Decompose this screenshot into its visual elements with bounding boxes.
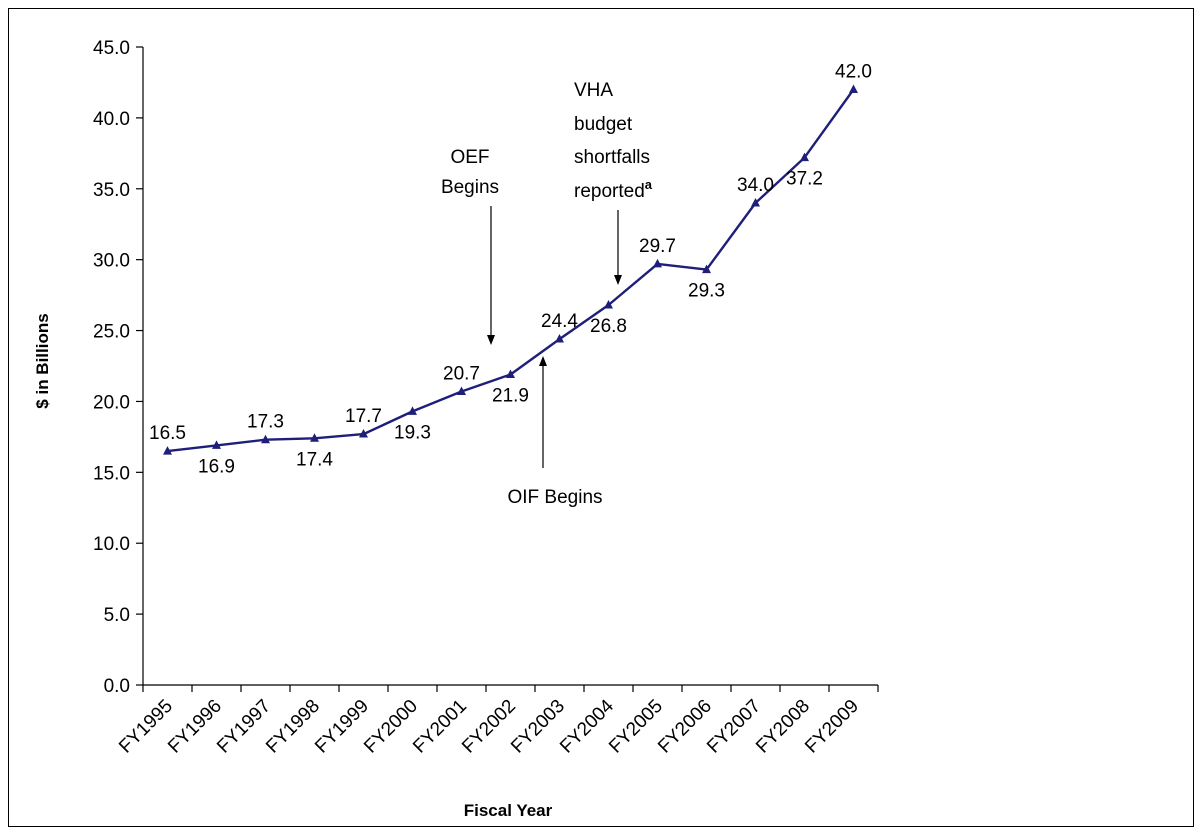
x-tick-label: FY2008 [752,696,814,758]
data-label: 34.0 [737,175,774,196]
data-point-marker [212,440,221,449]
x-tick-label: FY1995 [115,696,177,758]
x-axis-title: Fiscal Year [464,801,553,820]
annotation-oef-arrow-head [487,335,495,345]
data-point-marker [163,446,172,455]
y-tick-label: 5.0 [104,605,130,626]
data-label: 29.7 [639,236,676,257]
data-label: 42.0 [835,62,872,83]
y-tick-label: 15.0 [93,463,130,484]
data-labels-group: 16.5 16.9 17.3 17.4 17.7 19.3 20.7 21.9 24.4 26.8… [149,62,872,478]
y-tick-label: 20.0 [93,392,130,413]
data-point-marker [849,84,858,94]
y-tick-label: 10.0 [93,534,130,555]
data-label: 16.9 [198,456,235,477]
data-point-marker [261,434,270,444]
annotation-vha-text: VHA [574,80,613,101]
data-point-marker [751,197,760,207]
data-point-marker [408,406,417,415]
data-point-marker [457,386,466,396]
annotation-vha-arrow-head [614,275,622,285]
data-point-marker [653,258,662,268]
data-label: 17.7 [345,406,382,427]
x-tick-label: FY1998 [262,696,324,758]
axes: 0.0 5.0 10.0 15.0 20.0 25.0 30.0 35.0 40.0 45.0 FY… [93,38,879,758]
annotation-vha-text: budget [574,114,633,135]
y-tick-label: 30.0 [93,251,130,272]
x-tick-label: FY2000 [360,696,422,758]
series-group [163,84,858,455]
data-label: 24.4 [541,311,578,332]
x-tick-label: FY1996 [164,696,226,758]
annotation-vha-text: shortfalls [574,147,650,168]
x-tick-label: FY2006 [654,696,716,758]
x-tick-label: FY2007 [703,696,765,758]
x-tick-label: FY2004 [556,695,618,757]
data-point-marker [702,264,711,274]
data-label: 17.3 [247,412,284,433]
x-tick-label: FY2009 [801,696,863,758]
data-point-marker [800,152,809,162]
data-point-marker [506,369,515,379]
data-point-marker [310,433,319,442]
x-tick-label: FY1997 [213,696,275,758]
data-label: 37.2 [786,169,823,190]
data-point-marker [604,300,613,309]
data-label: 21.9 [492,386,529,407]
data-label: 17.4 [296,449,333,470]
annotation-oef-text: Begins [441,177,499,198]
data-label: 19.3 [394,422,431,443]
y-tick-label: 35.0 [93,180,130,201]
data-label: 29.3 [688,281,725,302]
chart-frame [8,8,1194,827]
annotations-group: OEF Begins OIF Begins VHA budget shortfalls re… [441,80,653,508]
y-axis-title: $ in Billions [33,313,52,408]
annotation-oif-text: OIF Begins [507,487,602,508]
x-tick-label: FY2001 [409,696,471,758]
y-tick-label: 0.0 [104,676,130,697]
x-tick-label: FY2005 [605,696,667,758]
annotation-oif-arrow-head [539,356,547,366]
y-tick-label: 40.0 [93,109,130,130]
data-label: 26.8 [590,316,627,337]
annotation-vha-text: reporteda [574,177,653,202]
y-tick-label: 25.0 [93,322,130,343]
data-label: 16.5 [149,423,186,444]
data-label: 20.7 [443,364,480,385]
x-tick-label: FY2003 [507,696,569,758]
annotation-oef-text: OEF [450,147,489,168]
x-tick-label: FY1999 [311,696,373,758]
x-tick-label: FY2002 [458,696,520,758]
y-tick-label: 45.0 [93,38,130,59]
data-point-marker [359,429,368,438]
data-point-marker [555,334,564,343]
